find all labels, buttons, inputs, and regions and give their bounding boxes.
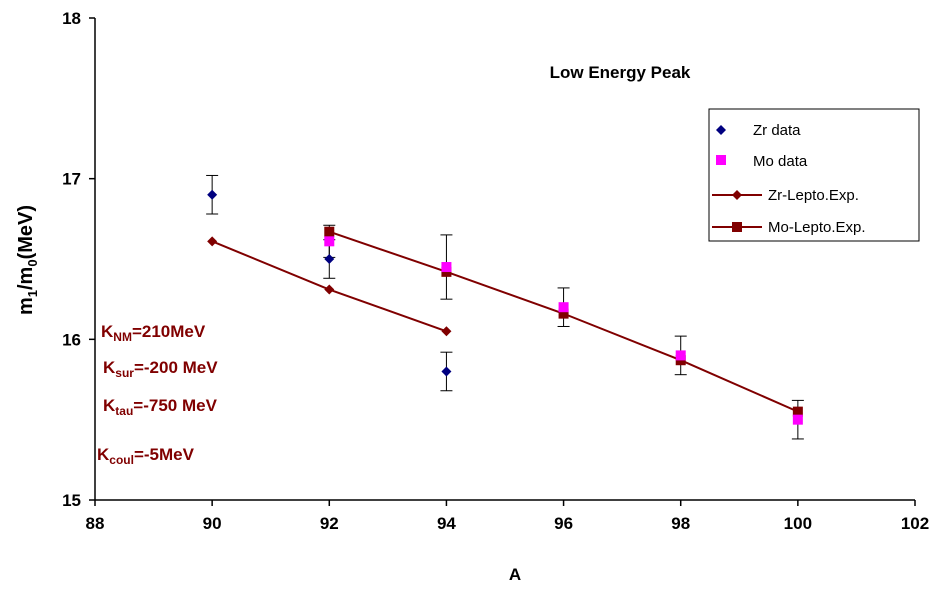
x-axis-label: A: [509, 565, 521, 584]
x-tick-label: 94: [437, 514, 456, 533]
y-label-sub0: 0: [25, 259, 40, 266]
legend-label-mo-lepto: Mo-Lepto.Exp.: [768, 219, 866, 236]
tick-labels: 88 90 92 94 96 98 100 102 15 16 17 18: [62, 9, 929, 533]
legend-item-mo-data: Mo data: [716, 153, 808, 170]
annotation-kcoul-main: K: [97, 445, 110, 464]
legend-square-marker: [716, 155, 726, 165]
chart-title: Low Energy Peak: [550, 63, 691, 82]
legend-square-marker: [732, 222, 742, 232]
annotation-kcoul-rest: =-5MeV: [134, 445, 195, 464]
legend-box: [708, 108, 920, 242]
legend-label-mo-data: Mo data: [753, 153, 808, 170]
data-point: [441, 366, 452, 377]
annotation-ksur: Ksur=-200 MeV: [103, 358, 218, 380]
y-tick-label: 18: [62, 9, 81, 28]
annotations: KNM=210MeV Ksur=-200 MeV Ktau=-750 MeV K…: [97, 322, 218, 467]
legend-diamond-marker: [732, 190, 742, 200]
y-label-sub1: 1: [25, 290, 40, 297]
y-tick-label: 16: [62, 330, 81, 349]
x-tick-label: 96: [554, 514, 573, 533]
x-tick-label: 100: [784, 514, 812, 533]
x-tick-label: 92: [320, 514, 339, 533]
y-label-mid: /m: [15, 267, 37, 290]
y-label-m: m: [15, 297, 37, 315]
data-point: [675, 350, 686, 361]
x-tick-label: 88: [86, 514, 105, 533]
legend-diamond-marker: [716, 125, 726, 135]
axes: [89, 17, 916, 506]
legend-label-zr-data: Zr data: [753, 122, 801, 139]
data-point: [207, 189, 218, 200]
legend: Zr data Mo data Zr-Lepto.Exp. Mo-Lepto.E…: [708, 108, 920, 242]
annotation-ktau-sub: tau: [115, 404, 133, 418]
y-tick-label: 17: [62, 170, 81, 189]
y-tick-label: 15: [62, 491, 81, 510]
annotation-knm-rest: =210MeV: [132, 322, 206, 341]
annotation-ksur-main: K: [103, 358, 116, 377]
legend-item-zr-lepto: Zr-Lepto.Exp.: [712, 187, 859, 204]
annotation-knm-main: K: [101, 322, 114, 341]
series-layer: [206, 174, 804, 440]
annotation-ktau-main: K: [103, 396, 116, 415]
line-point-marker: [441, 326, 452, 337]
annotation-ksur-sub: sur: [115, 366, 134, 380]
data-point: [324, 236, 335, 247]
line-point-marker: [792, 406, 803, 417]
y-label-end: (MeV): [15, 205, 37, 259]
data-point: [324, 254, 335, 264]
annotation-kcoul-sub: coul: [109, 453, 134, 467]
annotation-kcoul: Kcoul=-5MeV: [97, 445, 195, 467]
data-point: [558, 302, 569, 313]
legend-label-zr-lepto: Zr-Lepto.Exp.: [768, 187, 859, 204]
annotation-knm-sub: NM: [113, 330, 132, 344]
x-tick-label: 90: [203, 514, 222, 533]
x-tick-label: 98: [671, 514, 690, 533]
data-point: [792, 414, 803, 425]
annotation-ktau-rest: =-750 MeV: [133, 396, 217, 415]
line-point-marker: [558, 308, 569, 319]
annotation-ktau: Ktau=-750 MeV: [103, 396, 218, 418]
y-axis-label: m1/m0(MeV): [15, 205, 40, 315]
annotation-ksur-rest: =-200 MeV: [134, 358, 218, 377]
data-point: [441, 262, 452, 273]
annotation-knm: KNM=210MeV: [101, 322, 206, 344]
line-point-marker: [324, 284, 335, 295]
legend-item-zr-data: Zr data: [716, 122, 801, 139]
legend-item-mo-lepto: Mo-Lepto.Exp.: [712, 219, 866, 236]
line-point-marker: [324, 226, 335, 237]
x-tick-label: 102: [901, 514, 929, 533]
line-point-marker: [207, 236, 218, 247]
